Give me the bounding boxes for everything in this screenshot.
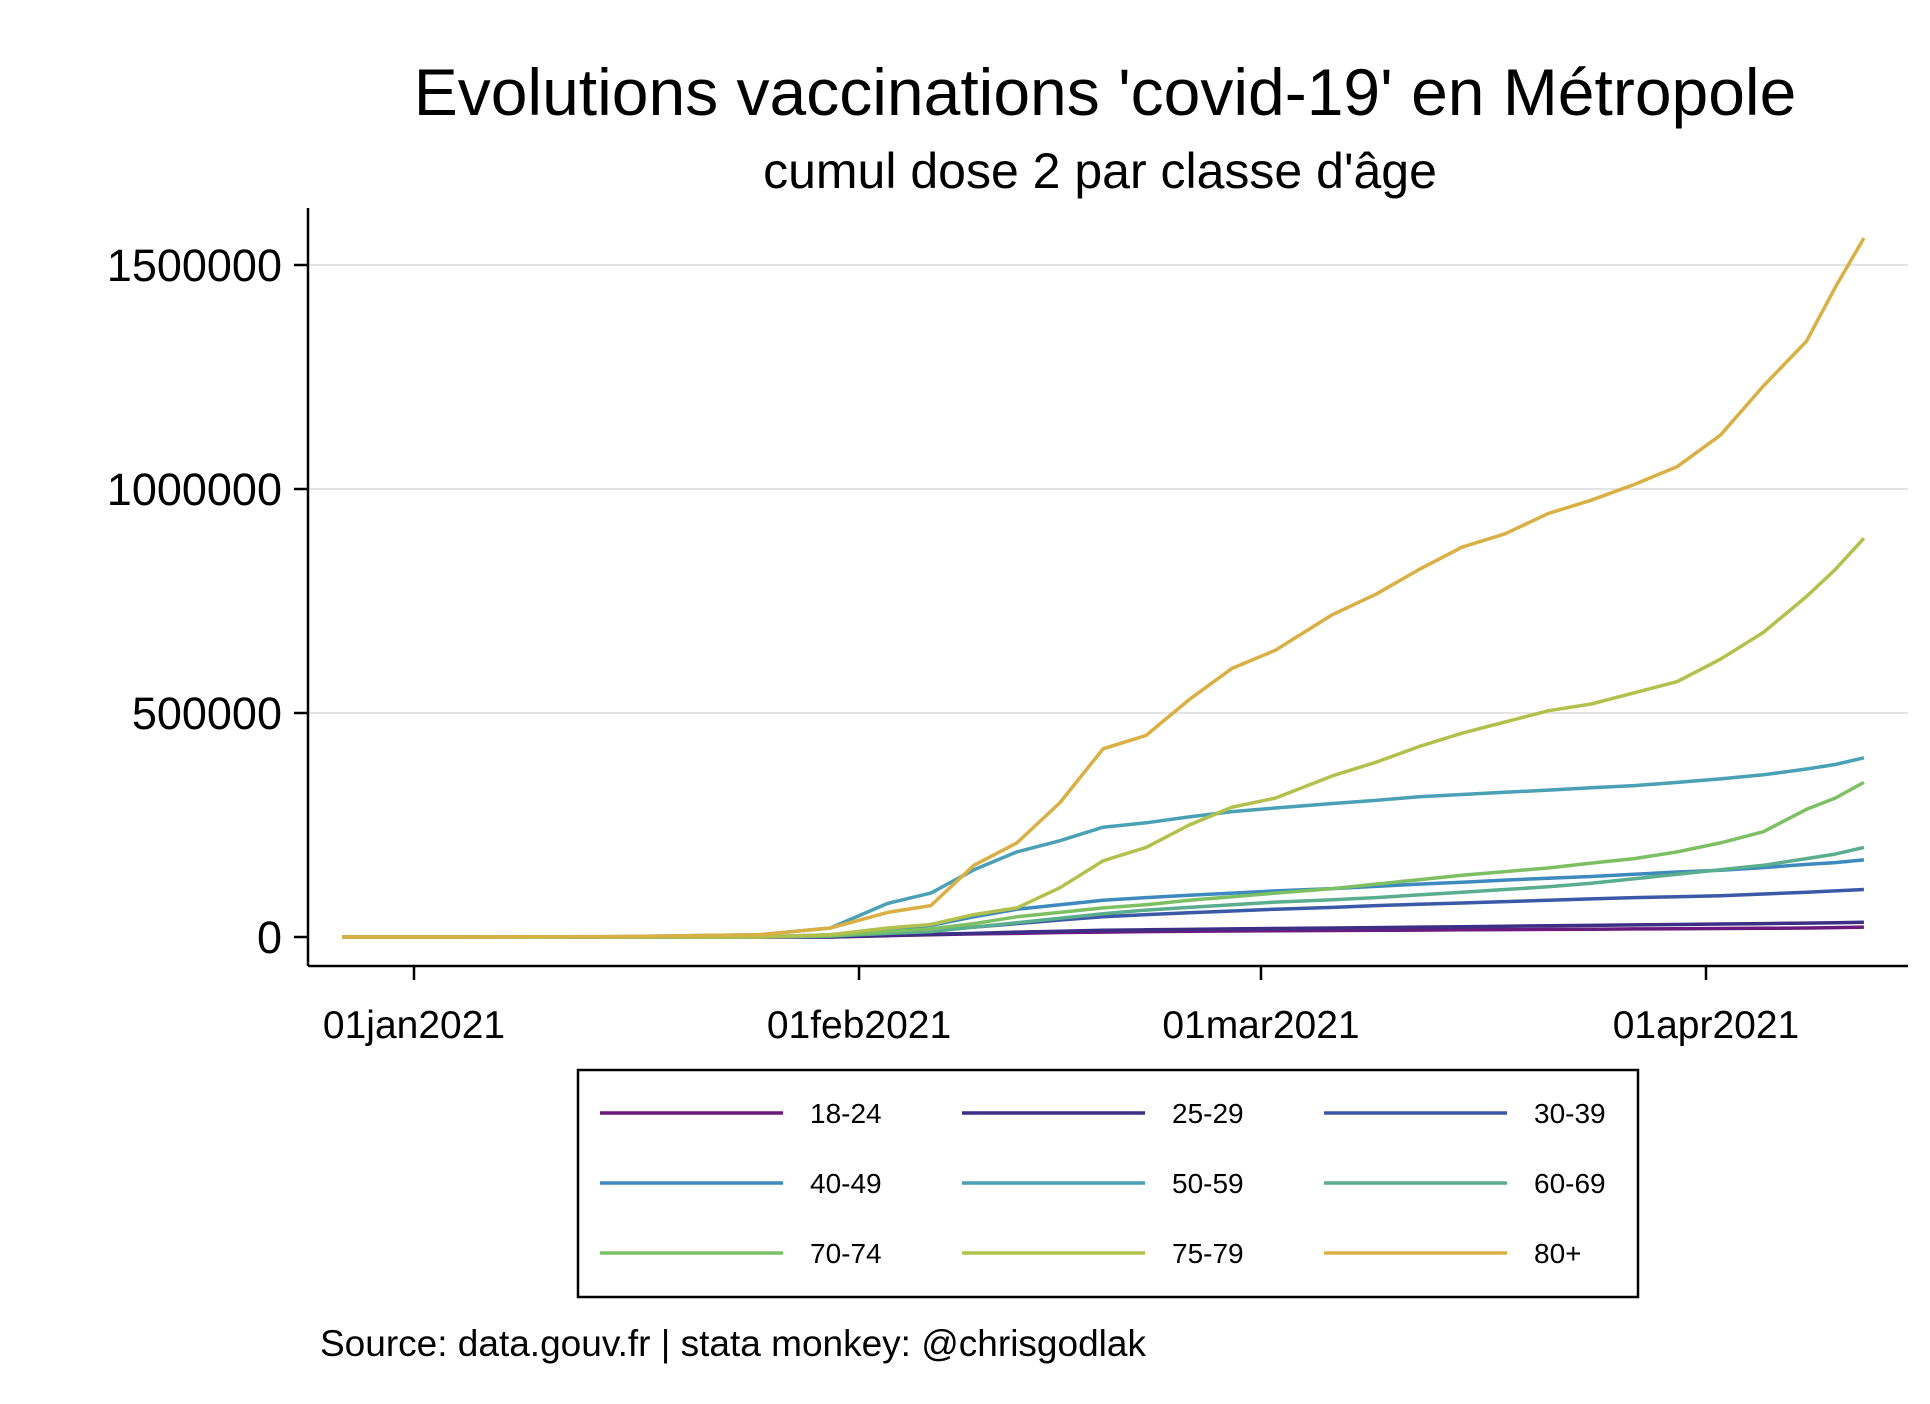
series-lines [342,237,1866,939]
y-tick-label: 0 [257,912,282,963]
chart-title: Evolutions vaccinations 'covid-19' en Mé… [414,55,1797,129]
x-tick-label: 01feb2021 [767,1004,951,1047]
series-line-75-79 [342,537,1866,939]
y-tick-label: 500000 [132,688,282,739]
x-tick-label: 01jan2021 [323,1004,505,1047]
y-tick-label: 1000000 [107,464,282,515]
series-line-50-59 [342,756,1865,939]
y-axis: 0 500000 1000000 1500000 [107,240,308,963]
series-line-80+ [342,237,1866,939]
legend-label: 70-74 [810,1238,882,1269]
source-note: Source: data.gouv.fr | stata monkey: @ch… [320,1323,1146,1364]
y-tick-label: 1500000 [107,240,282,291]
legend-label: 25-29 [1172,1098,1244,1129]
legend-label: 75-79 [1172,1238,1244,1269]
x-axis: 01jan2021 01feb2021 01mar2021 01apr2021 [323,966,1799,1047]
x-tick-label: 01apr2021 [1613,1004,1800,1047]
gridlines [308,264,1908,714]
legend-label: 60-69 [1534,1168,1606,1199]
x-tick-label: 01mar2021 [1162,1004,1359,1047]
legend-label: 40-49 [810,1168,882,1199]
legend-label: 30-39 [1534,1098,1606,1129]
series-line-70-74 [342,780,1865,939]
legend-label: 80+ [1534,1238,1582,1269]
chart-subtitle: cumul dose 2 par classe d'âge [763,143,1437,199]
legend-label: 18-24 [810,1098,882,1129]
legend: 18-24 25-29 30-39 40-49 50-59 60-69 70-74 75-79… [600,1098,1606,1269]
legend-label: 50-59 [1172,1168,1244,1199]
